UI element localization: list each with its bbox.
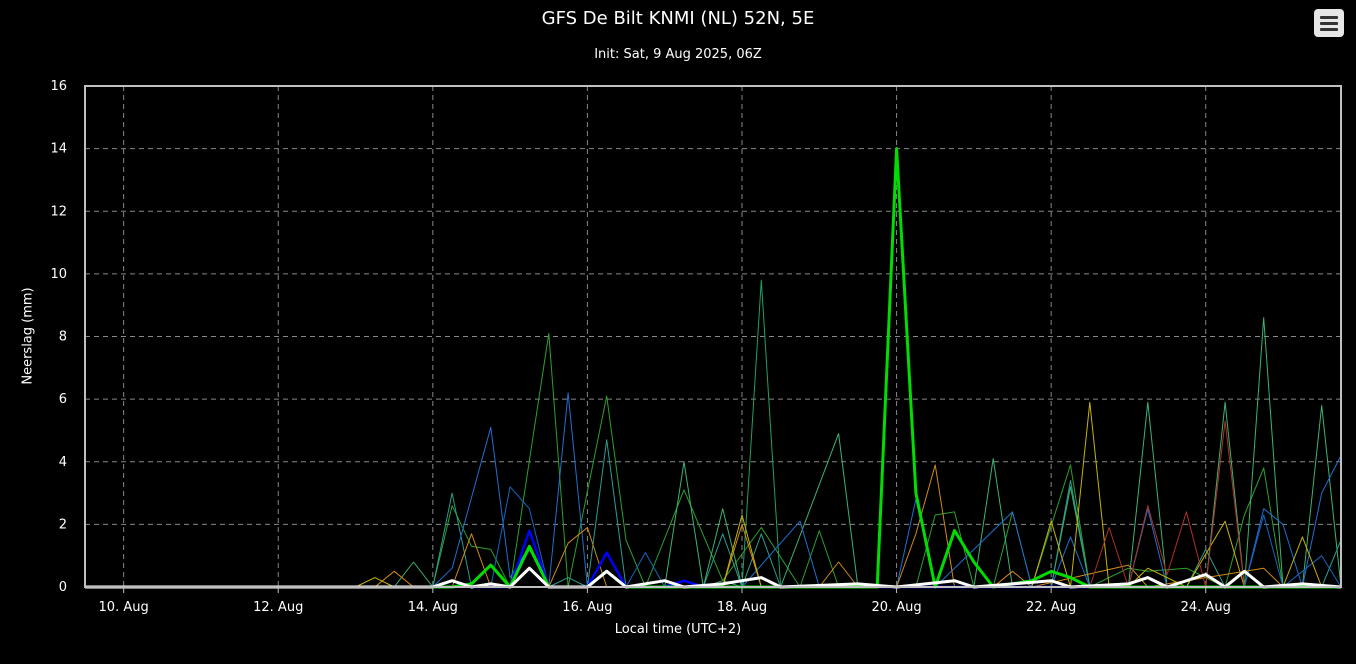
y-axis-ticks: 0 2 4 6 8 10 12 14 16	[50, 79, 67, 595]
series-line-4	[85, 439, 1342, 588]
hamburger-menu-icon[interactable]	[1314, 9, 1344, 37]
series-line-6	[85, 486, 1342, 588]
y-tick-label: 12	[50, 204, 67, 219]
y-tick-label: 8	[59, 330, 67, 345]
y-axis-title: Neerslag (mm)	[20, 287, 36, 385]
x-tick-label: 24. Aug	[1181, 600, 1231, 615]
x-axis-ticks: 10. Aug 12. Aug 14. Aug 16. Aug 18. Aug 20. A…	[99, 587, 1231, 615]
series-line-7	[85, 464, 1341, 588]
y-tick-label: 14	[50, 142, 67, 157]
y-tick-label: 2	[59, 517, 67, 532]
x-tick-label: 14. Aug	[408, 600, 458, 615]
chart-subtitle: Init: Sat, 9 Aug 2025, 06Z	[594, 47, 762, 62]
y-tick-label: 4	[59, 455, 67, 470]
y-tick-label: 6	[59, 392, 67, 407]
x-tick-label: 10. Aug	[99, 600, 149, 615]
series-line-12	[85, 566, 1342, 589]
grid	[85, 86, 1341, 587]
y-tick-label: 16	[50, 79, 67, 94]
chart-title: GFS De Bilt KNMI (NL) 52N, 5E	[541, 8, 815, 29]
x-tick-label: 18. Aug	[717, 600, 767, 615]
x-tick-label: 20. Aug	[871, 600, 921, 615]
plot-frame	[84, 85, 1342, 588]
y-tick-label: 0	[59, 580, 67, 595]
series-line-2	[85, 317, 1342, 588]
x-tick-label: 16. Aug	[562, 600, 612, 615]
x-tick-label: 12. Aug	[253, 600, 303, 615]
series-line-11	[85, 147, 1341, 589]
series-layer	[85, 147, 1342, 589]
series-line-3	[85, 279, 1341, 588]
y-tick-label: 10	[50, 267, 67, 282]
x-axis-title: Local time (UTC+2)	[614, 622, 742, 637]
series-line-9	[85, 420, 1341, 588]
x-tick-label: 22. Aug	[1026, 600, 1076, 615]
